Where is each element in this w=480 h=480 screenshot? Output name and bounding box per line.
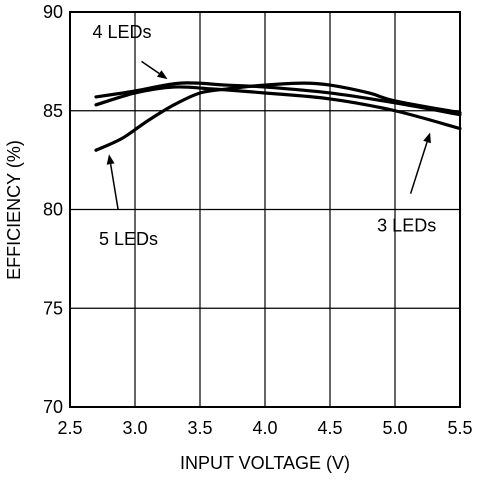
y-tick-label: 85 [43,101,63,121]
y-tick-label: 90 [43,2,63,22]
y-tick-label: 75 [43,298,63,318]
series-layer [94,81,462,152]
annotation-arrow-3-leds [409,141,428,194]
y-tick-label: 70 [43,397,63,417]
annotation-label-5-leds: 5 LEDs [99,229,158,249]
x-tick-label: 5.5 [447,418,472,438]
x-tick-label: 5.0 [382,418,407,438]
x-tick-labels: 2.5 3.0 3.5 4.0 4.5 5.0 5.5 [57,418,472,438]
annotation-label-4-leds: 4 LEDs [92,22,151,42]
x-tick-label: 2.5 [57,418,82,438]
series-line-4-leds [94,81,462,117]
series-line-3-leds [94,85,462,131]
x-axis-title: INPUT VOLTAGE (V) [180,453,350,473]
annotations: 4 LEDs 5 LEDs 3 LEDs [92,22,436,249]
plot-frame [69,11,461,408]
x-tick-label: 3.0 [122,418,147,438]
y-tick-label: 80 [43,200,63,220]
grid [70,12,460,407]
annotation-arrow-5-leds [109,163,119,210]
y-tick-labels: 70 75 80 85 90 [43,2,63,417]
annotation-arrow-4-leds [141,60,160,75]
x-tick-label: 4.5 [317,418,342,438]
annotation-label-3-leds: 3 LEDs [377,215,436,235]
annotation-arrowhead-3-leds [423,132,431,144]
x-tick-label: 4.0 [252,418,277,438]
annotation-arrowhead-5-leds [106,154,115,165]
annotation-arrowhead-4-leds [156,70,168,80]
series-line-5-leds [94,81,462,152]
y-axis-title: EFFICIENCY (%) [4,140,24,280]
x-tick-label: 3.5 [187,418,212,438]
